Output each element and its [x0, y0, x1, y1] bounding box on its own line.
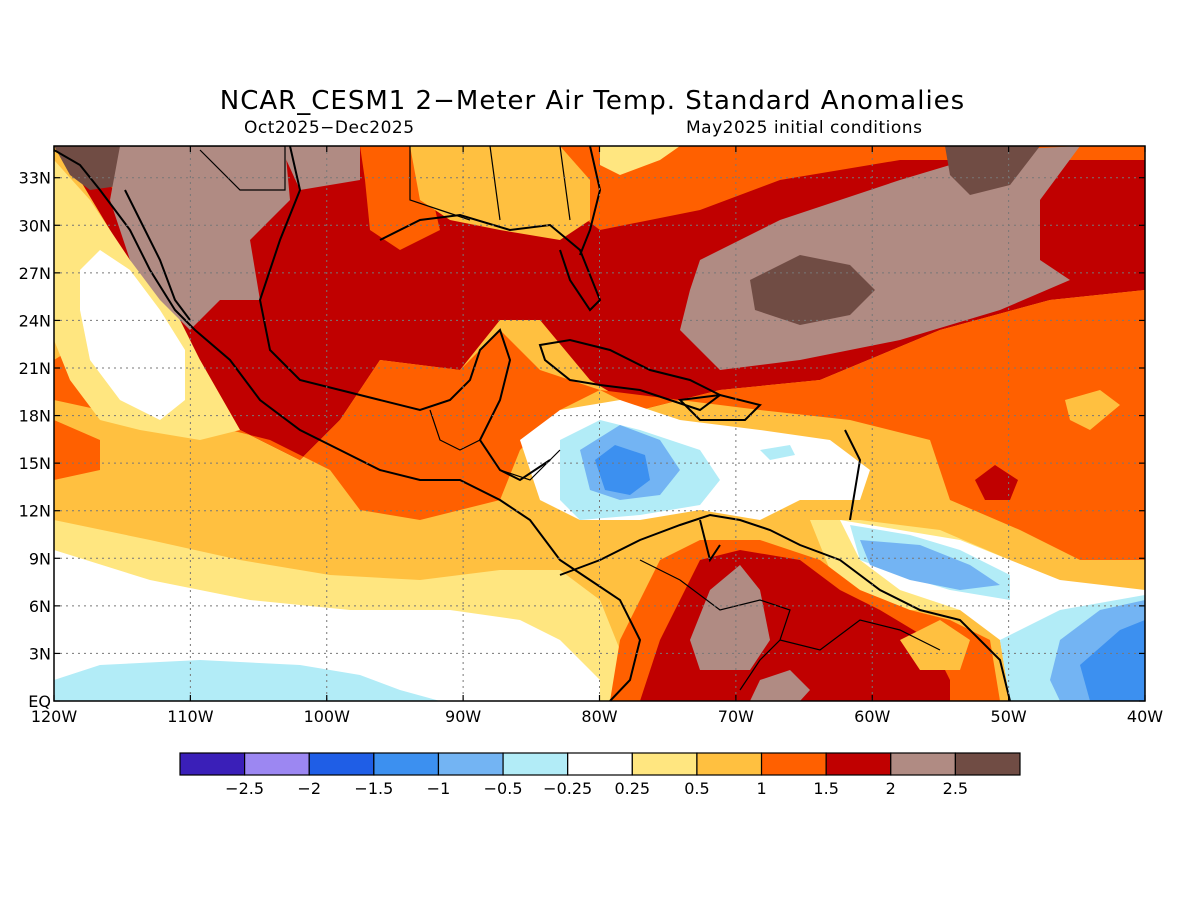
lon-tick-label: 50W — [991, 707, 1027, 726]
colorbar-label: 0.25 — [614, 779, 650, 798]
colorbar-swatch — [631, 752, 698, 776]
colorbar-label: 2 — [886, 779, 896, 798]
forecast-period: Oct2025−Dec2025 — [244, 118, 415, 138]
colorbar: −2.5 −2 −1.5 −1 −0.5 −0.25 0.25 0.5 1 1.5 2 2.5 — [179, 752, 1021, 798]
map-title: NCAR_CESM1 2−Meter Air Temp. Standard An… — [219, 86, 966, 116]
axis-ticks: 120W 110W 100W 90W 80W 70W 60W 50W 40W EQ 3N 6N 9N 12… — [19, 146, 1163, 726]
colorbar-label: 0.5 — [684, 779, 709, 798]
colorbar-label: 1.5 — [813, 779, 838, 798]
colorbar-label: −2 — [297, 779, 321, 798]
colorbar-label: −0.5 — [484, 779, 523, 798]
lat-tick-label: 12N — [19, 502, 51, 521]
colorbar-label: −1 — [427, 779, 451, 798]
lat-tick-label: 15N — [19, 454, 51, 473]
colorbar-swatch — [502, 752, 569, 776]
colorbar-swatch — [954, 752, 1021, 776]
lat-tick-label: 18N — [19, 407, 51, 426]
colorbar-swatch — [825, 752, 892, 776]
initial-conditions: May2025 initial conditions — [686, 118, 923, 138]
lat-tick-label: EQ — [28, 692, 51, 711]
colorbar-label: −0.25 — [543, 779, 592, 798]
colorbar-swatch — [308, 752, 375, 776]
colorbar-swatch — [760, 752, 827, 776]
colorbar-label: 1 — [756, 779, 766, 798]
lat-tick-label: 3N — [29, 644, 51, 663]
lon-tick-label: 70W — [718, 707, 754, 726]
colorbar-swatch — [696, 752, 763, 776]
colorbar-label: 2.5 — [943, 779, 968, 798]
colorbar-swatch — [373, 752, 440, 776]
lat-tick-label: 6N — [29, 597, 51, 616]
lon-tick-label: 110W — [167, 707, 214, 726]
lat-tick-label: 21N — [19, 359, 51, 378]
colorbar-swatch — [244, 752, 310, 776]
lon-tick-label: 100W — [304, 707, 351, 726]
colorbar-label: −1.5 — [354, 779, 393, 798]
lon-tick-label: 120W — [31, 707, 78, 726]
lat-tick-label: 33N — [19, 169, 51, 188]
lon-tick-label: 90W — [445, 707, 481, 726]
lon-tick-label: 80W — [581, 707, 617, 726]
colorbar-swatch — [437, 752, 504, 776]
country-borders — [130, 146, 941, 691]
colorbar-swatch — [567, 752, 633, 776]
graticule — [54, 146, 1145, 701]
colorbar-swatch — [179, 752, 246, 776]
lat-tick-label: 9N — [29, 549, 51, 568]
lat-tick-label: 30N — [19, 216, 51, 235]
lat-tick-label: 24N — [19, 311, 51, 330]
lat-tick-label: 27N — [19, 264, 51, 283]
colorbar-swatch — [890, 752, 956, 776]
lon-tick-label: 40W — [1127, 707, 1163, 726]
colorbar-label: −2.5 — [225, 779, 264, 798]
lon-tick-label: 60W — [854, 707, 890, 726]
